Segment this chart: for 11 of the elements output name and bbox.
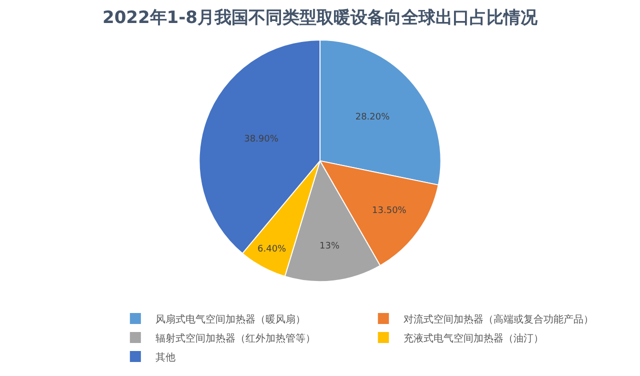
legend-label: 其他 [155, 351, 176, 364]
legend-label: 辐射式空间加热器（红外加热管等） [155, 332, 316, 344]
data-label: 13% [320, 242, 340, 252]
legend-label: 风扇式电气空间加热器（暖风扇） [155, 313, 306, 326]
data-label: 38.90% [244, 134, 279, 145]
data-label: 28.20% [355, 112, 390, 123]
data-label: 13.50% [372, 206, 407, 216]
legend-label: 充液式电气空间加热器（油汀） [403, 332, 544, 344]
legend-label: 对流式空间加热器（高端或复合功能产品） [403, 313, 594, 326]
chart-title: 2022年1-8月我国不同类型取暖设备向全球出口占比情况 [102, 8, 539, 28]
data-label: 6.40% [258, 244, 287, 254]
